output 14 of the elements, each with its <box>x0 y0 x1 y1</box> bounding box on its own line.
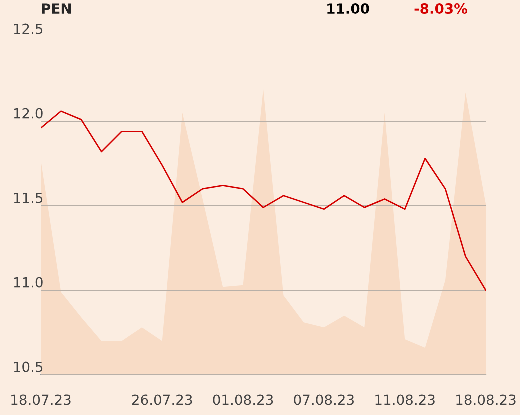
x-tick-label: 18.08.23 <box>456 394 516 406</box>
x-tick-label: 26.07.23 <box>132 394 192 406</box>
y-tick-label: 12.0 <box>14 108 43 119</box>
x-tick-label: 11.08.23 <box>376 394 435 406</box>
x-tick-label: 18.07.23 <box>12 394 71 406</box>
text: 11.00 <box>328 4 370 14</box>
chart-title: PEN <box>42 4 72 14</box>
y-tick-label: 11.0 <box>14 277 43 288</box>
text: -8.03% <box>414 4 468 14</box>
y-tick-label: 12.5 <box>14 24 43 34</box>
x-tick-label: 07.08.23 <box>294 394 354 406</box>
y-tick-label: 11.5 <box>14 192 43 204</box>
y-tick-label: 10.5 <box>14 362 43 372</box>
x-tick-label: 01.08.23 <box>213 394 274 406</box>
